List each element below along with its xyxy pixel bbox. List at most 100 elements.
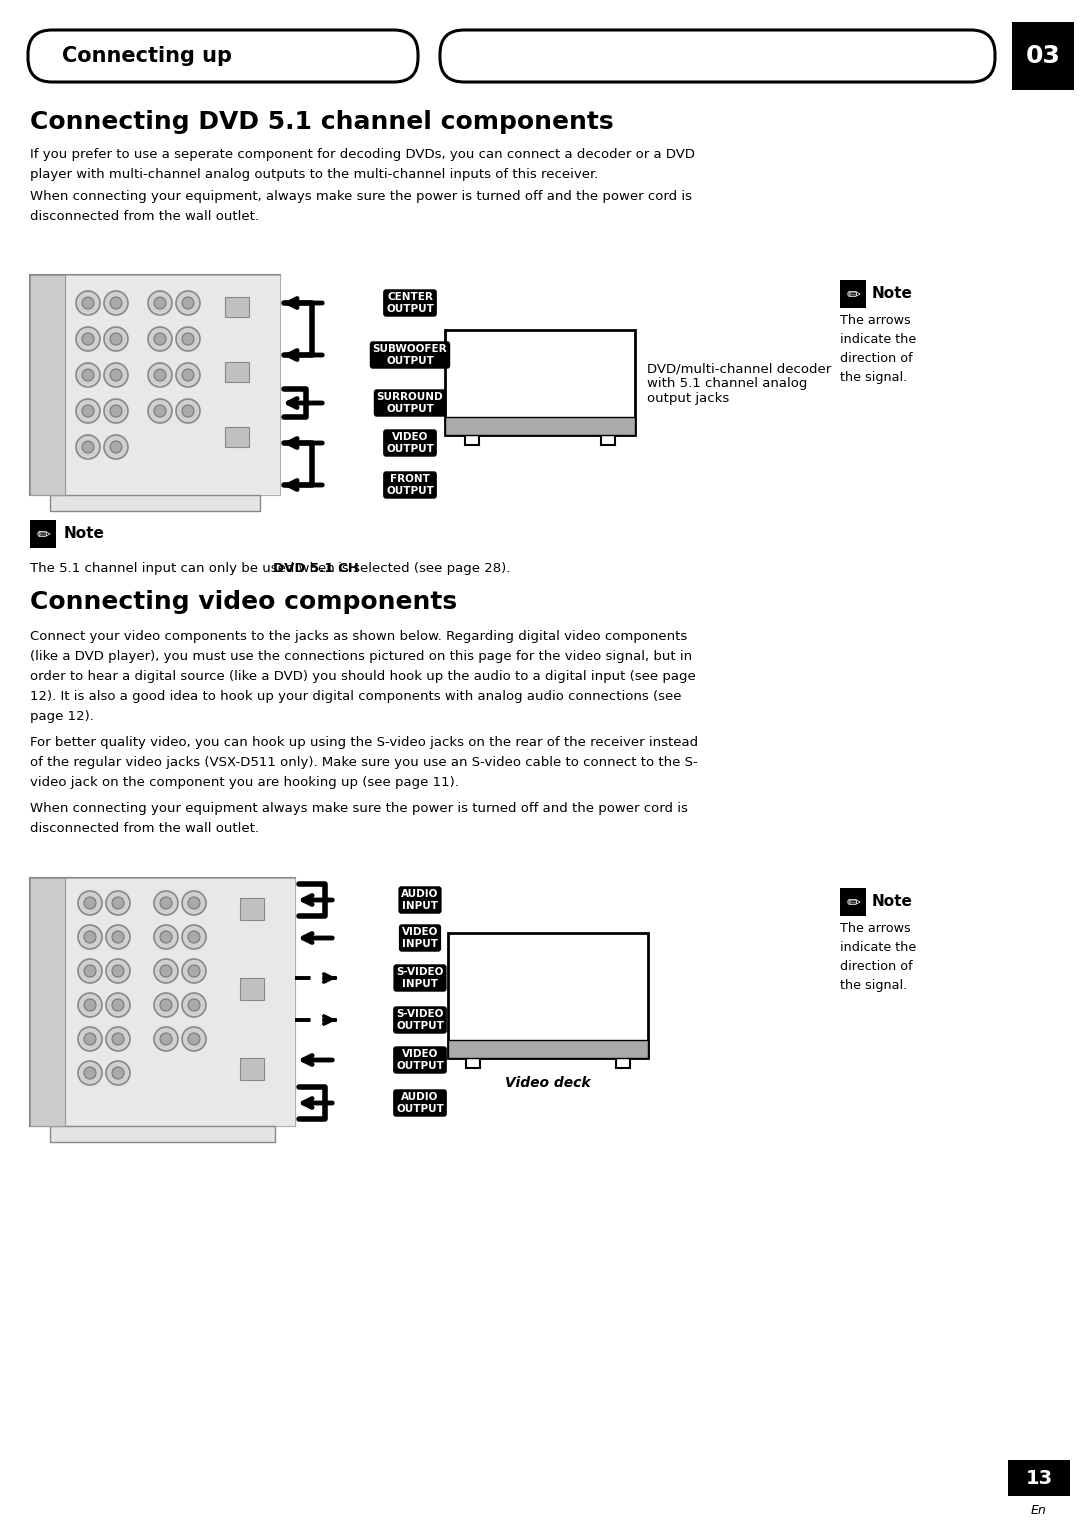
Circle shape bbox=[106, 992, 130, 1017]
Bar bbox=[65, 878, 295, 1125]
Text: When connecting your equipment, always make sure the power is turned off and the: When connecting your equipment, always m… bbox=[30, 190, 692, 203]
Bar bbox=[600, 434, 615, 445]
Text: video jack on the component you are hooking up (see page 11).: video jack on the component you are hook… bbox=[30, 777, 459, 789]
Circle shape bbox=[176, 362, 200, 387]
Circle shape bbox=[188, 1034, 200, 1044]
Circle shape bbox=[78, 992, 102, 1017]
Text: disconnected from the wall outlet.: disconnected from the wall outlet. bbox=[30, 209, 259, 223]
Circle shape bbox=[106, 959, 130, 983]
Circle shape bbox=[112, 1067, 124, 1079]
Circle shape bbox=[160, 931, 172, 943]
Circle shape bbox=[188, 898, 200, 910]
Bar bbox=[225, 362, 249, 382]
FancyBboxPatch shape bbox=[440, 31, 995, 83]
Bar bbox=[240, 1058, 264, 1079]
Bar bbox=[30, 275, 65, 495]
Bar bbox=[1012, 21, 1074, 90]
Text: ✏: ✏ bbox=[846, 893, 860, 911]
Circle shape bbox=[78, 1027, 102, 1050]
Circle shape bbox=[160, 998, 172, 1011]
Bar bbox=[840, 888, 866, 916]
Circle shape bbox=[110, 368, 122, 381]
Circle shape bbox=[112, 965, 124, 977]
Circle shape bbox=[183, 297, 194, 309]
Text: ✏: ✏ bbox=[846, 284, 860, 303]
Text: Note: Note bbox=[872, 894, 913, 910]
Circle shape bbox=[76, 399, 100, 424]
Circle shape bbox=[76, 327, 100, 352]
Circle shape bbox=[183, 1027, 206, 1050]
Circle shape bbox=[183, 405, 194, 417]
Circle shape bbox=[104, 434, 129, 459]
Bar bbox=[50, 1125, 275, 1142]
Circle shape bbox=[106, 1027, 130, 1050]
Circle shape bbox=[160, 1034, 172, 1044]
Text: disconnected from the wall outlet.: disconnected from the wall outlet. bbox=[30, 823, 259, 835]
Text: The 5.1 channel input can only be used when: The 5.1 channel input can only be used w… bbox=[30, 563, 339, 575]
Text: When connecting your equipment always make sure the power is turned off and the : When connecting your equipment always ma… bbox=[30, 803, 688, 815]
Circle shape bbox=[78, 925, 102, 950]
Circle shape bbox=[154, 297, 166, 309]
Text: Note: Note bbox=[872, 286, 913, 301]
Bar bbox=[465, 434, 480, 445]
Circle shape bbox=[110, 405, 122, 417]
Bar bbox=[30, 878, 65, 1125]
Circle shape bbox=[188, 931, 200, 943]
Circle shape bbox=[84, 931, 96, 943]
Circle shape bbox=[106, 891, 130, 914]
Circle shape bbox=[84, 965, 96, 977]
Text: of the regular video jacks (VSX-D511 only). Make sure you use an S-video cable t: of the regular video jacks (VSX-D511 onl… bbox=[30, 755, 698, 769]
Circle shape bbox=[183, 333, 194, 346]
Circle shape bbox=[183, 925, 206, 950]
Circle shape bbox=[176, 291, 200, 315]
Circle shape bbox=[78, 1061, 102, 1086]
Text: AUDIO
INPUT: AUDIO INPUT bbox=[402, 890, 438, 911]
Circle shape bbox=[104, 362, 129, 387]
Text: Note: Note bbox=[64, 526, 105, 541]
Text: S-VIDEO
INPUT: S-VIDEO INPUT bbox=[396, 968, 444, 989]
Text: VIDEO
INPUT: VIDEO INPUT bbox=[402, 927, 438, 950]
Bar bbox=[448, 1040, 648, 1058]
Circle shape bbox=[160, 898, 172, 910]
Text: Connecting up: Connecting up bbox=[62, 46, 232, 66]
Text: ✏: ✏ bbox=[36, 524, 50, 543]
Circle shape bbox=[154, 333, 166, 346]
Circle shape bbox=[183, 959, 206, 983]
Circle shape bbox=[112, 1034, 124, 1044]
Circle shape bbox=[104, 291, 129, 315]
Text: 12). It is also a good idea to hook up your digital components with analog audio: 12). It is also a good idea to hook up y… bbox=[30, 690, 681, 703]
Bar bbox=[616, 1058, 630, 1067]
Text: The arrows
indicate the
direction of
the signal.: The arrows indicate the direction of the… bbox=[840, 922, 916, 992]
Bar bbox=[240, 898, 264, 920]
Bar bbox=[30, 275, 280, 495]
Circle shape bbox=[110, 440, 122, 453]
Circle shape bbox=[84, 1067, 96, 1079]
Text: is selected (see page 28).: is selected (see page 28). bbox=[334, 563, 510, 575]
Circle shape bbox=[82, 333, 94, 346]
Text: player with multi-channel analog outputs to the multi-channel inputs of this rec: player with multi-channel analog outputs… bbox=[30, 168, 598, 180]
Circle shape bbox=[160, 965, 172, 977]
Text: 13: 13 bbox=[1025, 1468, 1053, 1488]
Text: CENTER
OUTPUT: CENTER OUTPUT bbox=[386, 292, 434, 313]
Circle shape bbox=[112, 931, 124, 943]
Text: Video deck: Video deck bbox=[505, 1076, 591, 1090]
Text: DVD 5.1 CH: DVD 5.1 CH bbox=[273, 563, 359, 575]
Bar bbox=[50, 495, 260, 511]
Text: Connect your video components to the jacks as shown below. Regarding digital vid: Connect your video components to the jac… bbox=[30, 630, 687, 644]
Circle shape bbox=[84, 998, 96, 1011]
Circle shape bbox=[154, 925, 178, 950]
Circle shape bbox=[76, 362, 100, 387]
Circle shape bbox=[112, 998, 124, 1011]
Circle shape bbox=[84, 898, 96, 910]
Circle shape bbox=[82, 440, 94, 453]
Text: S-VIDEO
OUTPUT: S-VIDEO OUTPUT bbox=[396, 1009, 444, 1031]
Circle shape bbox=[82, 368, 94, 381]
Circle shape bbox=[154, 891, 178, 914]
Text: Connecting video components: Connecting video components bbox=[30, 590, 457, 615]
Text: The arrows
indicate the
direction of
the signal.: The arrows indicate the direction of the… bbox=[840, 313, 916, 384]
Circle shape bbox=[154, 992, 178, 1017]
Circle shape bbox=[183, 992, 206, 1017]
Text: (like a DVD player), you must use the connections pictured on this page for the : (like a DVD player), you must use the co… bbox=[30, 650, 692, 664]
Bar bbox=[30, 520, 56, 547]
Circle shape bbox=[112, 898, 124, 910]
